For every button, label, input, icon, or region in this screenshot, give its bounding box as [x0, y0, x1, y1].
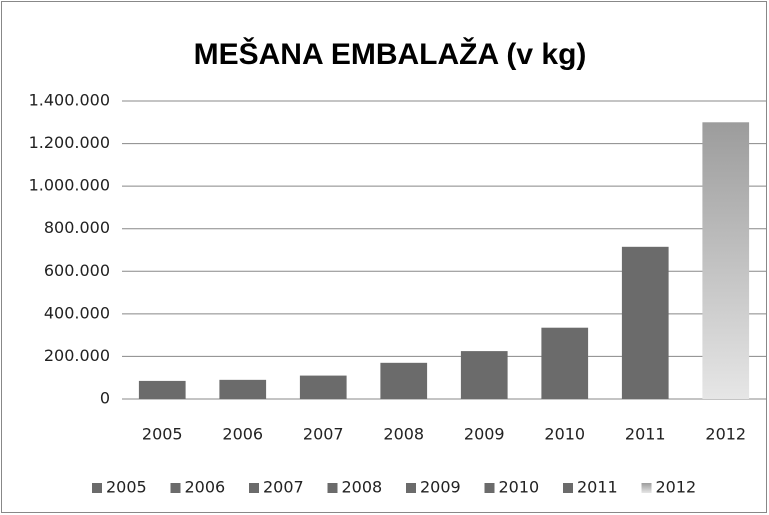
legend-label: 2008 — [342, 478, 383, 497]
x-tick-label: 2009 — [464, 425, 505, 444]
y-tick-label: 1.000.000 — [29, 176, 110, 195]
bar — [299, 375, 347, 399]
y-tick-label: 0 — [100, 389, 110, 408]
legend-label: 2011 — [577, 478, 618, 497]
legend-swatch — [563, 483, 573, 493]
legend-swatch — [484, 483, 495, 493]
legend-swatch — [641, 483, 652, 493]
bar — [460, 351, 508, 399]
legend-swatch — [249, 483, 259, 493]
x-tick-label: 2010 — [544, 425, 585, 444]
legend-label: 2010 — [499, 478, 540, 497]
legend-swatch — [92, 483, 102, 493]
x-tick-label: 2007 — [303, 425, 344, 444]
y-tick-label: 400.000 — [44, 303, 110, 322]
bar — [702, 122, 750, 400]
bar — [541, 327, 589, 399]
bar — [380, 362, 428, 399]
legend-label: 2009 — [420, 478, 461, 497]
x-tick-label: 2011 — [625, 425, 666, 444]
y-tick-label: 600.000 — [44, 261, 110, 280]
y-tick-label: 1.400.000 — [29, 91, 110, 110]
legend-swatch — [406, 483, 416, 493]
legend-label: 2006 — [185, 478, 226, 497]
legend-label: 2012 — [656, 478, 697, 497]
bar — [219, 379, 267, 399]
legend-label: 2007 — [263, 478, 304, 497]
chart-title: MEŠANA EMBALAŽA (v kg) — [194, 37, 587, 71]
x-tick-label: 2005 — [142, 425, 183, 444]
y-tick-label: 800.000 — [44, 218, 110, 237]
legend-swatch — [327, 483, 338, 493]
x-tick-label: 2006 — [222, 425, 263, 444]
y-tick-label: 1.200.000 — [29, 133, 110, 152]
legend-swatch — [170, 483, 181, 493]
bar — [621, 246, 669, 399]
y-tick-label: 200.000 — [44, 346, 110, 365]
legend-label: 2005 — [106, 478, 147, 497]
x-tick-label: 2012 — [705, 425, 746, 444]
x-tick-label: 2008 — [383, 425, 424, 444]
bar — [138, 380, 186, 399]
